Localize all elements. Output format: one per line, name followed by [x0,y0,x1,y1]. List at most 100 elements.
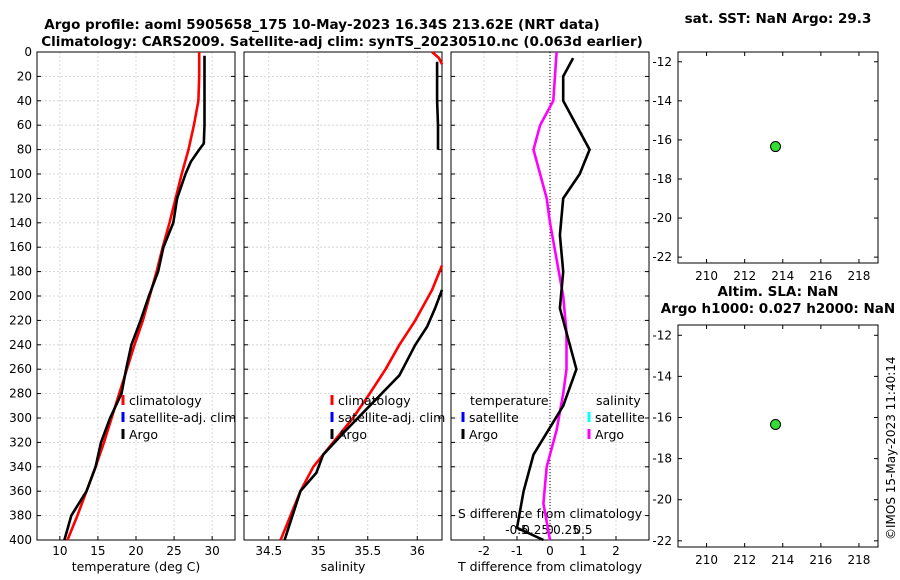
y-tick-label: -14 [652,369,672,383]
y-tick-label: 280 [9,387,32,401]
legend-label: satellite [595,410,645,425]
x-tick-label: 36 [410,544,425,558]
top-tick-label: 0.5 [573,523,592,537]
series-argo-deep [283,289,444,541]
x-tick-label: 210 [695,269,718,283]
y-tick-label: -14 [652,94,672,108]
panel-sla-map: -12 -14 -16 -18 -20 -22 210 212 214 216 218 [652,324,879,567]
top-tick-label: 0 [546,523,554,537]
y-tick-label: 20 [17,69,32,83]
x-tick-label: 212 [733,553,756,567]
y-tick-label: 260 [9,362,32,376]
x-tick-label: 218 [847,269,870,283]
x-tick-label: 216 [809,269,832,283]
x-tick-label: 30 [205,544,220,558]
sla-map-title-1: Altim. SLA: NaN [718,284,839,300]
x-tick-label: 214 [771,269,794,283]
sst-map-title: sat. SST: NaN Argo: 29.3 [685,11,872,27]
y-tick-label: 360 [9,484,32,498]
x-tick-label: 15 [90,544,105,558]
plot-frame [36,51,236,541]
y-tick-label: 0 [24,45,32,59]
y-tick-label: -20 [652,493,672,507]
y-tick-label: -12 [652,328,672,342]
series-argo [435,61,440,150]
y-tick-label: 80 [17,143,32,157]
y-tick-label: -20 [652,211,672,225]
y-tick-label: 140 [9,216,32,230]
y-tick-label: 240 [9,338,32,352]
x-axis-label: salinity [321,559,366,574]
panels: 0204060801001201401601802002202402602803… [9,45,879,574]
top-tick-label: 0.25 [553,523,580,537]
argo-location-marker [770,418,782,430]
argo-location-marker [770,141,782,153]
panel-salinity: 34.5 35 35.5 36 salinity climatology satellite… [243,51,445,574]
x-tick-label: 2 [612,544,620,558]
y-tick-label: 60 [17,118,32,132]
legend-label: Argo [595,427,624,442]
x-tick-label: 34.5 [255,544,282,558]
x-tick-label: -2 [478,544,490,558]
panel-temperature: 0 20 40 60 80 100 120 140 160 180 200 220 240 260 280 3… [9,45,236,574]
legend-label: satellite-adj. clim [129,410,236,425]
panel-difference: -2 -1 0 1 2T difference from climatology S di… [450,51,650,574]
x-tick-label: 20 [128,544,143,558]
top-axis-label: S difference from climatology [458,506,643,521]
top-tick-label: -0.25 [518,523,549,537]
series-temperature-argo [515,57,591,542]
title-line-2: Climatology: CARS2009. Satellite-adj cli… [41,34,643,50]
x-tick-label: 25 [166,544,181,558]
y-tick-label: 40 [17,94,32,108]
x-tick-label: 216 [809,553,832,567]
x-tick-label: 35.5 [354,544,381,558]
top-tick-label: -0.5 [505,523,528,537]
y-tick-label: -22 [652,250,672,264]
legend-label: satellite-adj. clim [338,410,445,425]
x-tick-label: 218 [847,553,870,567]
y-tick-label: 100 [9,167,32,181]
y-tick-label: 380 [9,509,32,523]
x-axis-label: temperature (deg C) [72,559,201,574]
x-axis-label: T difference from climatology [457,559,643,574]
y-tick-label: -12 [652,55,672,69]
y-tick-label: 340 [9,460,32,474]
x-tick-label: 214 [771,553,794,567]
y-tick-label: 300 [9,411,32,425]
y-tick-label: 200 [9,289,32,303]
legend-label: salinity [596,393,641,408]
legend-label: climatology [129,393,202,408]
plot-frame [677,51,879,264]
legend-label: Argo [129,427,158,442]
legend-label: satellite [469,410,519,425]
panel-sst-map: -12 -14 -16 -18 -20 -22 210 212 214 216 218 [652,51,879,283]
legend-label: temperature [470,393,549,408]
series-salinity-argo [532,51,568,541]
y-tick-label: 180 [9,265,32,279]
plot-frame [677,324,879,548]
plot-frame [243,51,443,541]
legend-label: Argo [469,427,498,442]
series-argo [63,55,206,541]
legend-label: climatology [338,393,411,408]
x-tick-label: 212 [733,269,756,283]
x-tick-label: 1 [579,544,587,558]
y-tick-label: 400 [9,533,32,547]
y-tick-label: 160 [9,240,32,254]
title-line-1: Argo profile: aoml 5905658_175 10-May-20… [44,17,599,33]
y-tick-label: -16 [652,411,672,425]
y-tick-label: -18 [652,452,672,466]
x-tick-label: 0 [546,544,554,558]
y-tick-label: 320 [9,435,32,449]
series-climatology [431,51,444,65]
y-tick-label: -22 [652,534,672,548]
imos-timestamp: ©IMOS 15-May-2023 11:40:14 [884,356,898,540]
x-tick-label: 35 [311,544,326,558]
x-tick-label: -1 [511,544,523,558]
y-tick-label: -16 [652,133,672,147]
sla-map-title-2: Argo h1000: 0.027 h2000: NaN [661,301,895,317]
y-tick-label: 120 [9,191,32,205]
y-tick-label: -18 [652,172,672,186]
y-tick-label: 220 [9,313,32,327]
